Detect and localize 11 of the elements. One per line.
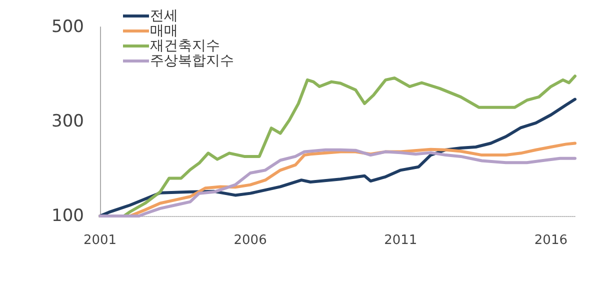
x-tick-label: 2001 <box>83 233 117 248</box>
legend-label: 매매 <box>150 23 178 39</box>
legend-label: 전세 <box>150 8 178 24</box>
x-tick-label: 2006 <box>234 233 267 248</box>
y-tick-label: 100 <box>52 206 84 226</box>
legend-label: 주상복합지수 <box>150 53 234 69</box>
y-tick-label: 300 <box>52 112 84 132</box>
x-tick-label: 2011 <box>384 233 418 248</box>
legend-label: 재건축지수 <box>150 38 220 54</box>
x-tick-label: 2016 <box>534 233 568 248</box>
y-tick-label: 500 <box>52 17 84 37</box>
